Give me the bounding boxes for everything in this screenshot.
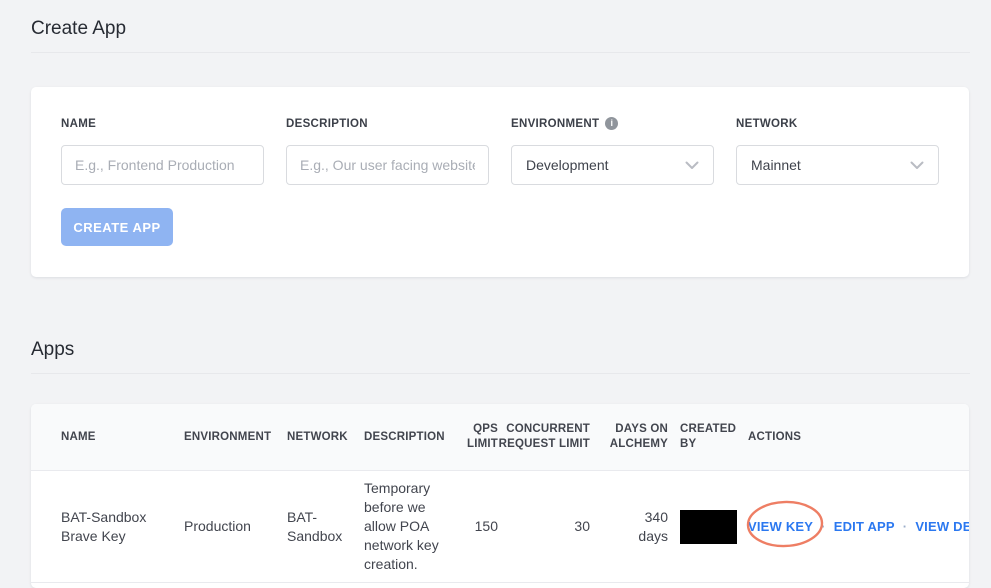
cell-actions: VIEW KEY · EDIT APP · VIEW DETAILS [736,500,969,548]
create-app-form-card: NAME DESCRIPTION ENVIRONMENT i Developme… [31,87,969,277]
view-details-link[interactable]: VIEW DETAILS [915,519,969,534]
column-header-created-by: CREATED BY [680,423,737,450]
network-select[interactable]: Mainnet [736,145,939,185]
view-key-annotated: VIEW KEY [746,500,824,548]
section-divider [31,373,970,374]
cell-app-name: BAT-Sandbox Brave Key [61,508,147,544]
column-header-actions: ACTIONS [748,430,802,443]
column-header-days-on-alchemy: DAYS ON ALCHEMY [609,423,668,450]
column-header-description: DESCRIPTION [364,430,445,443]
cell-description: Temporary before we allow POA network ke… [364,480,439,572]
environment-select[interactable]: Development [511,145,714,185]
name-field-group: NAME [61,117,264,185]
name-input[interactable] [61,145,264,185]
cell-days-on-alchemy: 340 days [638,508,668,544]
table-row: BAT-Sandbox Brave Key Production BAT-San… [31,471,969,583]
chevron-down-icon [685,161,699,169]
create-app-button[interactable]: CREATE APP [61,208,173,246]
column-header-concurrent-request-limit: CONCURRENT REQUEST LIMIT [498,423,590,450]
info-icon[interactable]: i [605,117,619,130]
environment-field-group: ENVIRONMENT i Development [511,117,714,185]
cell-concurrent-request-limit: 30 [574,518,590,534]
action-separator: · [821,519,826,534]
column-header-qps-limit: QPS LIMIT [466,423,498,450]
chevron-down-icon [910,161,924,169]
name-label: NAME [61,117,97,130]
created-by-redaction-box [680,509,737,544]
network-field-group: NETWORK Mainnet [736,117,939,185]
form-fields-row: NAME DESCRIPTION ENVIRONMENT i Developme… [31,87,969,185]
create-app-heading: Create App [31,18,127,39]
column-header-environment: ENVIRONMENT [184,430,272,443]
network-label: NETWORK [736,117,798,130]
section-divider [31,52,970,53]
description-field-group: DESCRIPTION [286,117,489,185]
network-selected-value: Mainnet [751,157,801,173]
cell-network: BAT-Sandbox [287,508,343,544]
table-header-row: NAME ENVIRONMENT NETWORK DESCRIPTION QPS… [31,404,969,471]
environment-selected-value: Development [526,157,609,173]
apps-table-card: NAME ENVIRONMENT NETWORK DESCRIPTION QPS… [31,404,969,588]
cell-qps-limit: 150 [474,518,498,534]
view-key-link[interactable]: VIEW KEY [748,519,814,534]
description-label: DESCRIPTION [286,117,368,130]
column-header-name: NAME [61,430,96,443]
environment-label: ENVIRONMENT [511,117,600,130]
column-header-network: NETWORK [287,430,348,443]
cell-created-by [668,509,737,544]
edit-app-link[interactable]: EDIT APP [833,519,895,534]
apps-heading: Apps [31,339,75,360]
action-separator: · [902,519,908,534]
cell-environment: Production [184,518,251,534]
description-input[interactable] [286,145,489,185]
